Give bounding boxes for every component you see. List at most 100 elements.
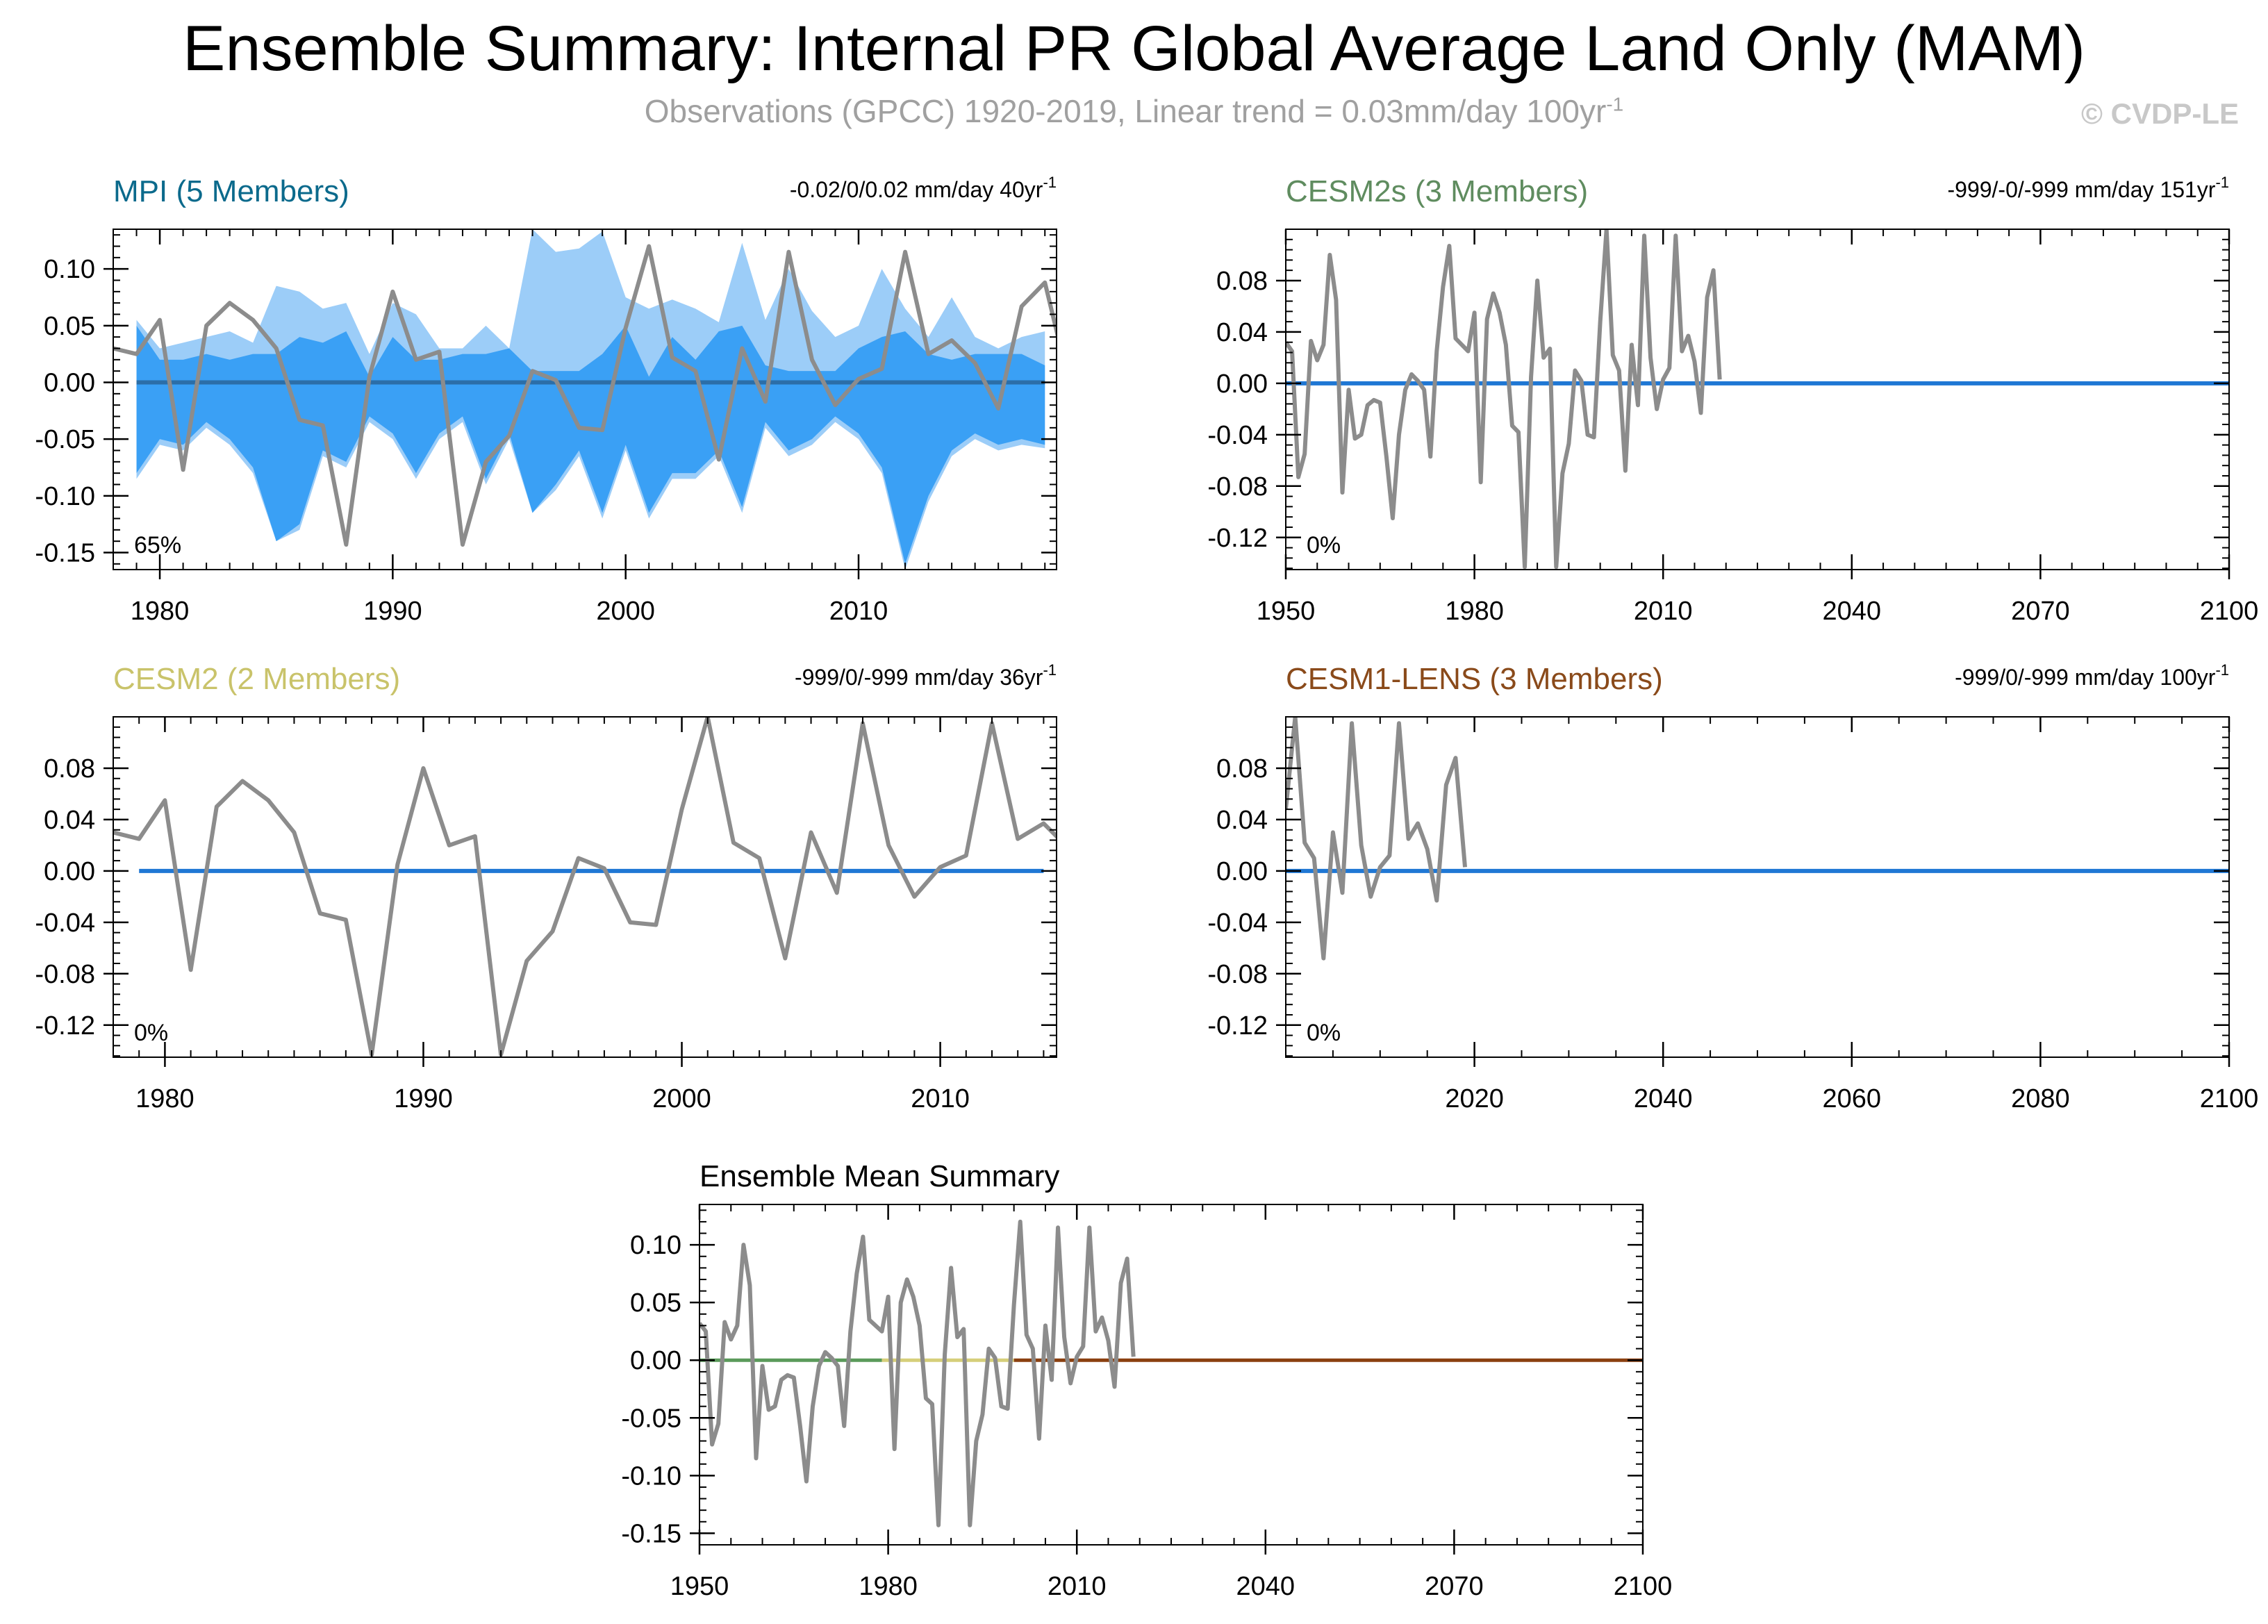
panel-mpi: 1980 1990 2000 2010 -0.15 -0.10 -0.05 0.00 0.05 0… [35,174,1057,626]
x-tick-label: 1950 [1257,597,1316,626]
panel-cesm1: 2020 2040 2060 2080 2100 -0.12 -0.08 -0.04 0.00 0… [1207,661,2258,1113]
y-tick-label: -0.12 [35,1011,95,1041]
panel-title: CESM1-LENS (3 Members) [1286,662,1663,696]
y-tick-label: 0.10 [630,1231,681,1260]
x-tick-label: 2100 [2200,597,2259,626]
y-tick-label: 0.04 [1216,318,1268,347]
trend-label: -999/0/-999 mm/day 36yr-1 [795,661,1057,690]
spread-band-inner [136,325,1045,564]
panel-title: CESM2s (3 Members) [1286,174,1588,208]
y-tick-label: -0.04 [1207,909,1268,938]
y-tick-label: 0.04 [44,806,95,835]
plot-frame [113,716,1057,1058]
y-tick-label: 0.05 [44,312,95,341]
subtitle-text: Observations (GPCC) 1920-2019, Linear tr… [644,93,1607,129]
x-tick-label: 2020 [1445,1084,1504,1113]
percent-label: 0% [134,1020,168,1046]
plot-frame [1285,229,2230,570]
trend-label: -999/-0/-999 mm/day 151yr-1 [1947,174,2229,202]
y-tick-label: -0.15 [621,1519,681,1548]
trend-label: -0.02/0/0.02 mm/day 40yr-1 [790,174,1057,202]
figure-title: Ensemble Summary: Internal PR Global Ave… [182,13,2086,84]
credit-label: © CVDP-LE [2081,97,2239,130]
y-tick-label: 0.00 [1216,857,1268,886]
y-tick-label: 0.08 [1216,754,1268,784]
y-tick-label: -0.05 [35,425,95,454]
x-tick-label: 2010 [911,1084,970,1113]
panel-title: Ensemble Mean Summary [700,1159,1059,1193]
y-tick-label: 0.00 [44,857,95,886]
y-tick-label: -0.04 [35,909,95,938]
x-tick-label: 1980 [1445,597,1504,626]
y-tick-label: 0.10 [44,255,95,284]
plot-frame [113,229,1057,570]
y-tick-label: -0.08 [1207,960,1268,989]
subtitle-exponent: -1 [1606,93,1624,115]
x-tick-label: 2100 [1614,1572,1673,1601]
y-tick-label: -0.10 [621,1461,681,1491]
x-tick-label: 1990 [363,597,422,626]
panel-cesm2s: 1950 1980 2010 2040 2070 2100 -0.12 -0.08 -0.04 0… [1207,174,2258,626]
trend-text: -999/0/-999 mm/day 36yr [795,665,1043,690]
y-tick-label: -0.12 [1207,1011,1268,1041]
observations-line [1286,717,1468,961]
x-tick-label: 2000 [596,597,655,626]
percent-label: 0% [1307,532,1341,558]
trend-exponent: -1 [1043,174,1057,191]
trend-label: -999/0/-999 mm/day 100yr-1 [1955,661,2229,690]
observations-line [113,717,1057,1057]
y-tick-label: 0.04 [1216,806,1268,835]
x-tick-label: 1980 [135,1084,194,1113]
x-tick-label: 1950 [670,1572,729,1601]
x-tick-label: 2070 [2011,597,2070,626]
percent-label: 0% [1307,1020,1341,1046]
y-tick-label: -0.08 [35,960,95,989]
panel-title: MPI (5 Members) [113,174,349,208]
figure-subtitle: Observations (GPCC) 1920-2019, Linear tr… [0,92,2268,130]
x-tick-label: 2070 [1425,1572,1484,1601]
y-tick-label: 0.08 [44,754,95,784]
plot-area [113,717,1057,1057]
y-tick-label: 0.08 [1216,267,1268,296]
y-tick-label: -0.05 [621,1404,681,1433]
y-tick-label: -0.10 [35,482,95,511]
x-tick-label: 2060 [1823,1084,1882,1113]
x-tick-label: 2100 [2200,1084,2259,1113]
y-tick-label: 0.00 [44,369,95,398]
y-tick-label: -0.08 [1207,472,1268,502]
y-tick-label: 0.00 [630,1346,681,1375]
plot-area [1286,229,2229,570]
trend-text: -0.02/0/0.02 mm/day 40yr [790,177,1043,202]
y-tick-label: 0.05 [630,1289,681,1318]
y-tick-label: -0.15 [35,539,95,568]
plot-area [113,229,1057,570]
x-tick-label: 2010 [1048,1572,1107,1601]
percent-label: 65% [134,532,181,558]
x-tick-label: 1980 [131,597,190,626]
plot-area [700,1219,1643,1527]
x-tick-label: 2010 [1634,597,1693,626]
observations-line [1286,229,1722,570]
x-tick-label: 2040 [1823,597,1882,626]
x-tick-label: 1990 [394,1084,453,1113]
observations-line [113,244,1057,547]
panel-title: CESM2 (2 Members) [113,662,400,696]
trend-text: -999/-0/-999 mm/day 151yr [1947,177,2215,202]
panel-cesm2: 1980 1990 2000 2010 -0.12 -0.08 -0.04 0.00 0.04 0… [35,661,1057,1113]
x-tick-label: 2080 [2011,1084,2070,1113]
trend-exponent: -1 [1043,661,1057,679]
x-tick-label: 2000 [652,1084,711,1113]
x-tick-label: 2040 [1634,1084,1693,1113]
x-tick-label: 1980 [859,1572,918,1601]
x-tick-label: 2010 [829,597,888,626]
y-tick-label: -0.04 [1207,421,1268,450]
plot-frame [1285,716,2230,1058]
plot-frame [699,1204,1644,1546]
y-tick-label: -0.12 [1207,524,1268,553]
trend-exponent: -1 [2215,661,2229,679]
plot-area [1286,717,2229,961]
observations-line [700,1219,1136,1527]
y-tick-label: 0.00 [1216,370,1268,399]
trend-exponent: -1 [2215,174,2229,191]
